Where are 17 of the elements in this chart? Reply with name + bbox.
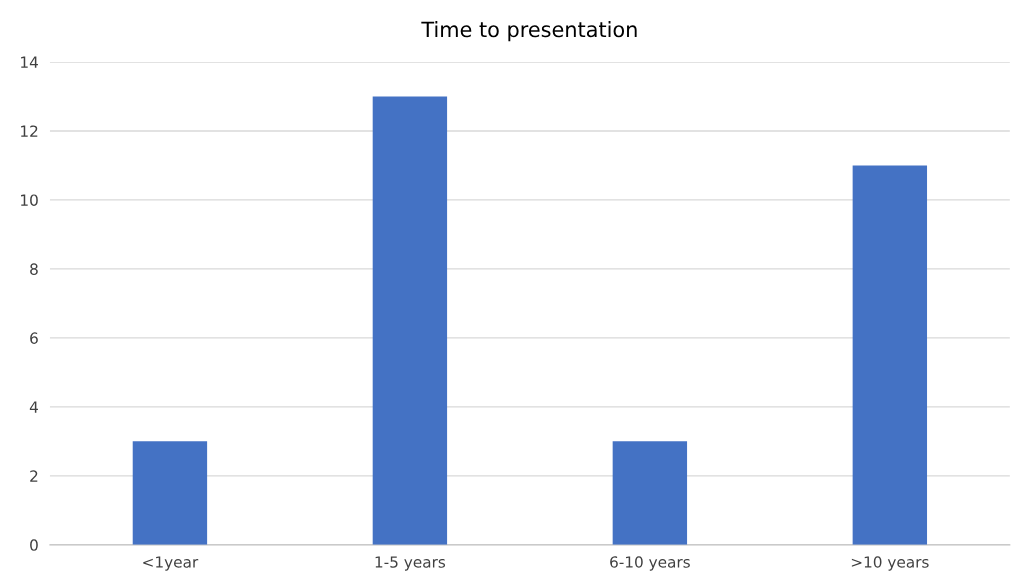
- bar: [612, 441, 688, 545]
- y-tick-label: 0: [30, 539, 38, 551]
- bar: [852, 165, 928, 545]
- bar: [132, 441, 208, 545]
- x-tick-label: 1-5 years: [375, 556, 446, 571]
- x-tick-label: <1year: [143, 556, 199, 571]
- x-tick-label: 6-10 years: [610, 556, 690, 571]
- y-tick-label: 8: [30, 263, 38, 275]
- bar: [372, 96, 448, 545]
- x-tick-label: >10 years: [851, 556, 929, 571]
- y-tick-label: 6: [30, 332, 38, 344]
- y-tick-label: 10: [21, 194, 38, 206]
- y-tick-label: 14: [21, 56, 38, 68]
- y-tick-label: 12: [21, 125, 38, 137]
- y-tick-label: 2: [30, 470, 38, 482]
- y-tick-label: 4: [29, 401, 38, 413]
- chart-title: Time to presentation: [421, 21, 637, 42]
